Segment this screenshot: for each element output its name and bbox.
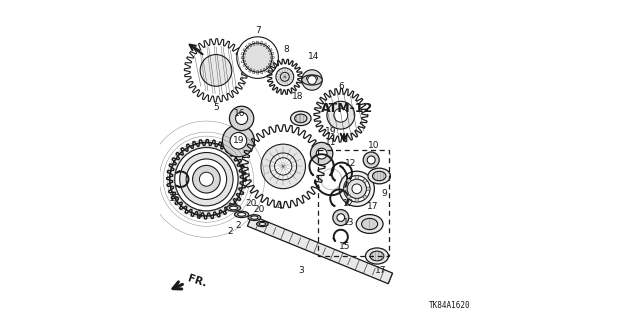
Ellipse shape bbox=[259, 222, 266, 226]
Circle shape bbox=[367, 187, 370, 190]
Text: 11: 11 bbox=[326, 138, 337, 147]
Ellipse shape bbox=[193, 165, 220, 193]
Text: 1: 1 bbox=[196, 210, 202, 219]
Text: 19: 19 bbox=[233, 136, 244, 145]
Ellipse shape bbox=[368, 168, 390, 184]
Ellipse shape bbox=[333, 210, 349, 226]
Ellipse shape bbox=[275, 158, 292, 175]
Text: 16: 16 bbox=[234, 109, 245, 118]
Ellipse shape bbox=[307, 75, 317, 81]
Ellipse shape bbox=[356, 215, 383, 233]
Bar bbox=[319, 150, 388, 256]
Ellipse shape bbox=[316, 148, 327, 159]
Ellipse shape bbox=[237, 37, 278, 78]
Ellipse shape bbox=[364, 152, 380, 168]
Text: 17: 17 bbox=[375, 266, 387, 275]
Circle shape bbox=[355, 176, 358, 179]
Text: 6: 6 bbox=[338, 82, 344, 91]
Ellipse shape bbox=[339, 171, 374, 206]
Ellipse shape bbox=[243, 43, 272, 72]
Ellipse shape bbox=[294, 114, 307, 123]
Ellipse shape bbox=[200, 55, 232, 86]
Text: ATM-12: ATM-12 bbox=[321, 102, 373, 115]
Ellipse shape bbox=[235, 211, 248, 218]
Text: 18: 18 bbox=[292, 92, 303, 100]
Text: 14: 14 bbox=[308, 52, 319, 60]
Circle shape bbox=[355, 198, 358, 202]
Ellipse shape bbox=[347, 179, 367, 198]
Ellipse shape bbox=[302, 75, 323, 85]
Ellipse shape bbox=[280, 72, 289, 81]
Circle shape bbox=[344, 187, 347, 190]
Text: 5: 5 bbox=[213, 103, 219, 112]
Text: FR.: FR. bbox=[187, 274, 208, 289]
Ellipse shape bbox=[334, 108, 348, 122]
Text: 20: 20 bbox=[246, 199, 257, 208]
Ellipse shape bbox=[248, 215, 261, 220]
Ellipse shape bbox=[261, 144, 305, 189]
Ellipse shape bbox=[362, 218, 378, 230]
Text: 10: 10 bbox=[368, 141, 380, 150]
Circle shape bbox=[363, 179, 367, 182]
Ellipse shape bbox=[223, 125, 255, 157]
Circle shape bbox=[347, 195, 351, 199]
Ellipse shape bbox=[352, 184, 362, 194]
Text: 20: 20 bbox=[253, 205, 265, 214]
Text: 2: 2 bbox=[235, 221, 241, 230]
Ellipse shape bbox=[372, 171, 386, 181]
Text: TK84A1620: TK84A1620 bbox=[429, 301, 470, 310]
Text: 4: 4 bbox=[276, 202, 282, 211]
Text: 13: 13 bbox=[343, 218, 355, 227]
Ellipse shape bbox=[236, 112, 248, 124]
Circle shape bbox=[363, 195, 367, 199]
Text: 2: 2 bbox=[227, 228, 232, 236]
Circle shape bbox=[347, 179, 351, 182]
Text: 12: 12 bbox=[345, 159, 356, 168]
Ellipse shape bbox=[308, 76, 316, 84]
Ellipse shape bbox=[272, 155, 294, 178]
Ellipse shape bbox=[180, 153, 233, 206]
Text: 15: 15 bbox=[339, 242, 351, 251]
Ellipse shape bbox=[175, 148, 238, 211]
Text: 7: 7 bbox=[255, 26, 260, 35]
Ellipse shape bbox=[186, 159, 227, 199]
Ellipse shape bbox=[291, 111, 311, 125]
Ellipse shape bbox=[270, 153, 297, 180]
Ellipse shape bbox=[370, 251, 384, 261]
Ellipse shape bbox=[251, 216, 258, 219]
Ellipse shape bbox=[365, 248, 388, 264]
Ellipse shape bbox=[337, 214, 344, 221]
Ellipse shape bbox=[327, 101, 355, 129]
Ellipse shape bbox=[200, 172, 213, 186]
Ellipse shape bbox=[230, 206, 237, 210]
Text: 9: 9 bbox=[381, 189, 387, 198]
Ellipse shape bbox=[237, 212, 246, 216]
Ellipse shape bbox=[230, 106, 253, 131]
Ellipse shape bbox=[276, 68, 294, 86]
Ellipse shape bbox=[170, 142, 243, 216]
Polygon shape bbox=[248, 215, 392, 284]
Text: 19: 19 bbox=[326, 127, 337, 136]
Ellipse shape bbox=[257, 221, 268, 227]
Text: 3: 3 bbox=[298, 266, 303, 275]
Text: 15: 15 bbox=[169, 194, 180, 203]
Ellipse shape bbox=[230, 132, 247, 149]
Text: 12: 12 bbox=[342, 199, 354, 208]
Ellipse shape bbox=[227, 205, 241, 211]
Ellipse shape bbox=[367, 156, 375, 164]
Ellipse shape bbox=[310, 142, 333, 165]
Ellipse shape bbox=[302, 70, 323, 90]
Ellipse shape bbox=[344, 176, 370, 202]
Text: 8: 8 bbox=[284, 45, 289, 54]
Text: 17: 17 bbox=[367, 202, 378, 211]
